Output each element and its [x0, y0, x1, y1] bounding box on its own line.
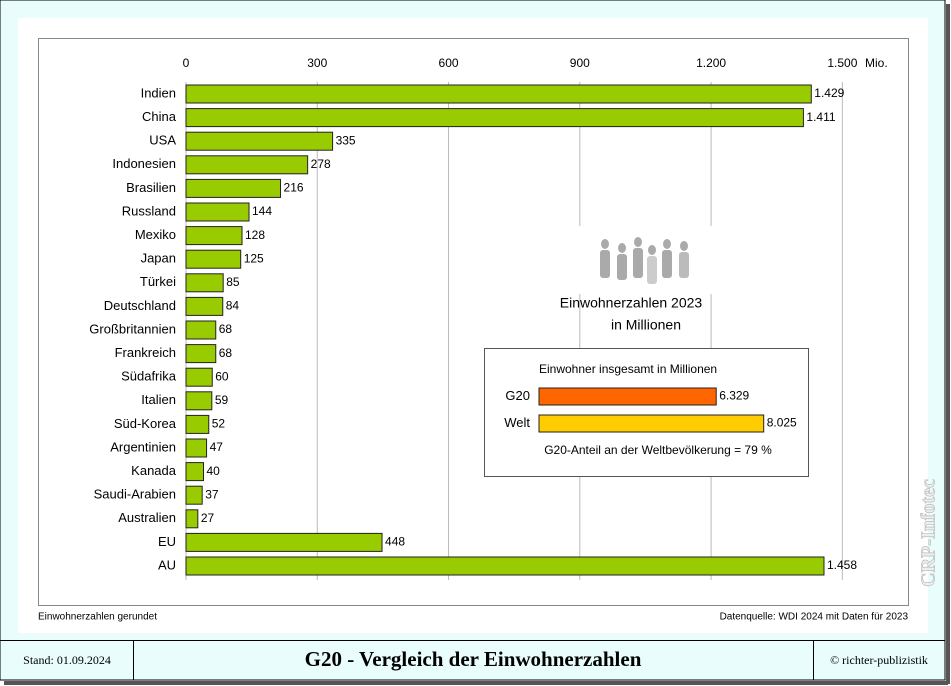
value-label: 68	[219, 322, 233, 336]
category-label: USA	[149, 133, 176, 148]
category-label: Argentinien	[110, 439, 176, 454]
bar	[185, 556, 825, 576]
category-label: Mexiko	[135, 227, 176, 242]
bar	[185, 367, 213, 387]
footer-title: G20 - Vergleich der Einwohnerzahlen	[305, 647, 642, 671]
category-label: G20	[505, 388, 530, 403]
category-label: Deutschland	[104, 298, 176, 313]
bar	[185, 414, 210, 434]
bar	[185, 108, 804, 128]
category-label: Japan	[141, 251, 176, 266]
value-label: 216	[284, 181, 304, 195]
value-label: 125	[244, 251, 264, 265]
bar	[185, 485, 203, 505]
value-label: 128	[245, 228, 265, 242]
value-label: 84	[226, 299, 240, 313]
annotation: in Millionen	[611, 317, 681, 333]
value-label: 144	[252, 204, 272, 218]
value-label: 1.429	[814, 86, 844, 100]
inset-box	[484, 348, 809, 477]
note: Einwohnerzahlen gerundet	[38, 612, 157, 623]
footer-date: Stand: 01.09.2024	[23, 653, 111, 667]
value-label: 335	[336, 133, 356, 147]
plot-area	[38, 38, 909, 606]
category-label: Frankreich	[115, 345, 176, 360]
value-label: 8.025	[767, 416, 797, 430]
bar	[185, 344, 217, 364]
bar	[185, 273, 224, 293]
value-label: 68	[219, 346, 233, 360]
bar	[185, 391, 213, 411]
category-label: Saudi-Arabien	[94, 487, 176, 502]
value-label: 1.411	[806, 110, 835, 124]
bar	[185, 178, 282, 198]
inset-title: Einwohner insgesamt in Millionen	[539, 362, 717, 376]
category-label: Indien	[141, 85, 176, 100]
category-label: Türkei	[140, 274, 176, 289]
note: Datenquelle: WDI 2024 mit Daten für 2023	[720, 612, 909, 623]
bar	[538, 414, 765, 433]
category-label: Australien	[118, 510, 176, 525]
value-label: 448	[385, 535, 405, 549]
inset-caption: G20-Anteil an der Weltbevölkerung = 79 %	[544, 443, 772, 457]
category-label: AU	[158, 557, 176, 572]
category-label: Süd-Korea	[114, 416, 177, 431]
bar	[538, 387, 717, 406]
bar	[185, 155, 309, 175]
category-label: EU	[158, 534, 176, 549]
bar	[185, 84, 812, 104]
category-label: Russland	[122, 203, 176, 218]
value-label: 27	[201, 511, 215, 525]
value-label: 60	[215, 369, 229, 383]
bar	[185, 226, 243, 246]
x-tick-label: 0	[183, 56, 190, 70]
people-icon	[600, 237, 689, 284]
bar	[185, 509, 199, 529]
value-label: 52	[212, 417, 226, 431]
bar	[185, 131, 334, 151]
value-label: 59	[215, 393, 229, 407]
category-label: Brasilien	[126, 180, 176, 195]
x-tick-label: 1.200	[696, 56, 726, 70]
value-label: 85	[226, 275, 240, 289]
x-tick-label: 900	[570, 56, 590, 70]
value-label: 6.329	[719, 389, 749, 403]
value-label: 37	[205, 487, 219, 501]
value-label: 278	[311, 157, 331, 171]
x-tick-label: 300	[307, 56, 327, 70]
bar	[185, 320, 217, 340]
value-label: 40	[207, 464, 221, 478]
bar	[185, 532, 383, 552]
category-label: Kanada	[131, 463, 177, 478]
footer-copyright: © richter-publizistik	[830, 653, 928, 667]
category-label: Südafrika	[121, 369, 177, 384]
watermark: CRP-Infotec	[918, 479, 940, 587]
bar	[185, 462, 205, 482]
category-label: Italien	[141, 392, 176, 407]
bar	[185, 296, 224, 316]
x-tick-label: 1.500	[827, 56, 857, 70]
annotation: Einwohnerzahlen 2023	[560, 295, 703, 311]
bar	[185, 438, 208, 458]
value-label: 1.458	[827, 558, 857, 572]
frame-shadow	[4, 681, 948, 685]
x-unit: Mio.	[865, 56, 888, 70]
category-label: Welt	[504, 415, 530, 430]
x-tick-label: 600	[439, 56, 459, 70]
value-label: 47	[210, 440, 224, 454]
category-label: China	[142, 109, 177, 124]
category-label: Großbritannien	[89, 321, 176, 336]
bar	[185, 249, 242, 269]
category-label: Indonesien	[112, 156, 176, 171]
bar	[185, 202, 250, 222]
frame-shadow	[946, 4, 950, 684]
